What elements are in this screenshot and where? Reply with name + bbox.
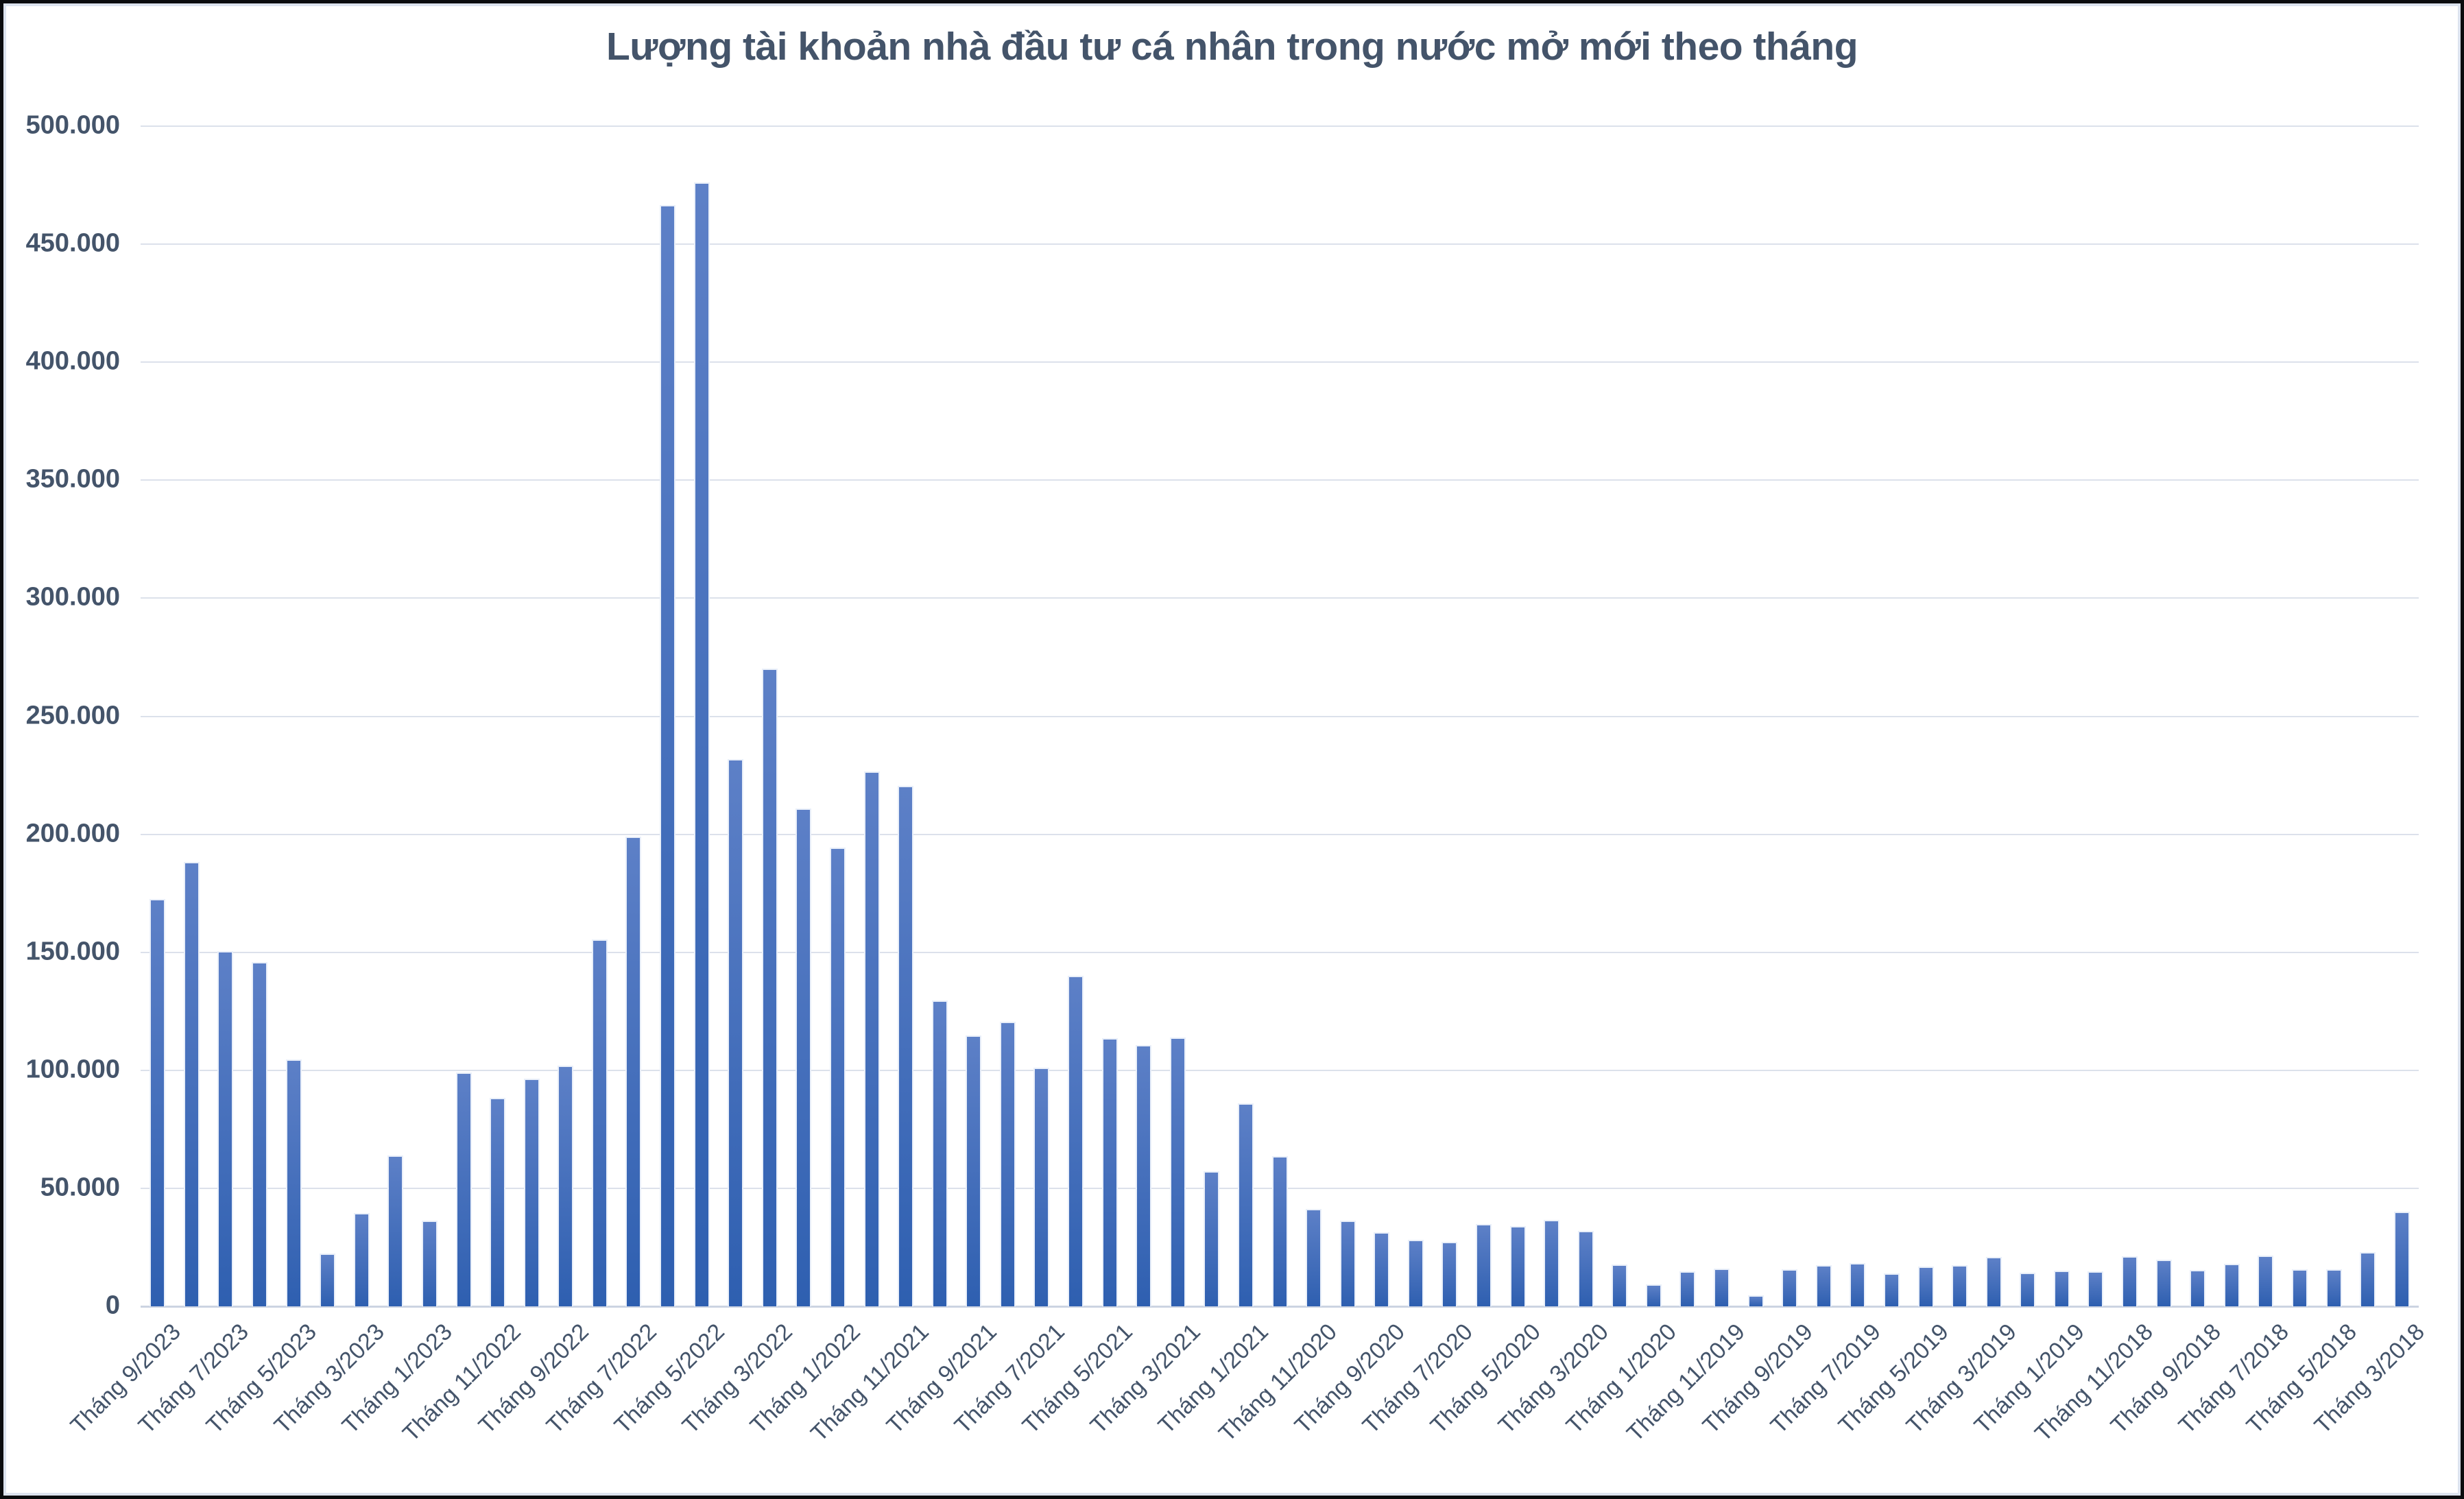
bar bbox=[217, 951, 234, 1306]
y-tick-label: 450.000 bbox=[25, 228, 120, 258]
y-tick-label: 350.000 bbox=[25, 464, 120, 494]
bar bbox=[353, 1213, 370, 1306]
gridline bbox=[141, 833, 2419, 835]
bar bbox=[728, 759, 744, 1306]
bar bbox=[660, 205, 676, 1306]
x-axis: Tháng 9/2023 Tháng 7/2023 Tháng 5/2023 Thán… bbox=[65, 1319, 2430, 1483]
bar bbox=[1136, 1044, 1152, 1306]
bar bbox=[2088, 1271, 2104, 1306]
bar bbox=[1169, 1037, 1186, 1306]
x-tick-label: Tháng 11/2021 bbox=[805, 1319, 934, 1447]
bar bbox=[1101, 1038, 1118, 1306]
y-tick-label: 500.000 bbox=[25, 110, 120, 140]
bar bbox=[2155, 1259, 2172, 1306]
bar bbox=[2360, 1251, 2376, 1306]
bar bbox=[149, 898, 166, 1306]
chart-title: Lượng tài khoản nhà đầu tư cá nhân trong… bbox=[606, 25, 1858, 69]
y-tick-label: 400.000 bbox=[25, 346, 120, 376]
bar bbox=[421, 1220, 438, 1306]
bar bbox=[1577, 1231, 1594, 1306]
bar bbox=[931, 1000, 948, 1306]
bar bbox=[1306, 1209, 1322, 1306]
bar bbox=[1407, 1239, 1424, 1306]
bar bbox=[387, 1155, 404, 1306]
bar bbox=[1985, 1256, 2002, 1306]
bar bbox=[1952, 1265, 1968, 1306]
bar bbox=[1068, 975, 1084, 1306]
x-tick-label: Tháng 11/2019 bbox=[1621, 1319, 1750, 1447]
y-tick-label: 300.000 bbox=[25, 583, 120, 612]
bar bbox=[591, 939, 608, 1306]
bar bbox=[625, 837, 642, 1306]
y-tick-label: 0 bbox=[105, 1291, 120, 1320]
bar bbox=[1442, 1242, 1458, 1306]
gridline bbox=[141, 361, 2419, 363]
x-tick-label: Tháng 11/2018 bbox=[2029, 1319, 2158, 1447]
y-tick-label: 100.000 bbox=[25, 1055, 120, 1084]
bar bbox=[1204, 1171, 1220, 1306]
bar bbox=[1815, 1264, 1832, 1306]
bar bbox=[1645, 1284, 1662, 1306]
bar bbox=[558, 1065, 574, 1306]
bar bbox=[320, 1253, 336, 1306]
bar bbox=[1374, 1232, 1390, 1306]
bar bbox=[1033, 1068, 1050, 1306]
y-tick-label: 250.000 bbox=[25, 701, 120, 730]
gridline bbox=[141, 243, 2419, 245]
bar bbox=[183, 861, 200, 1306]
bar bbox=[1339, 1221, 1356, 1306]
gridline bbox=[141, 951, 2419, 953]
bar bbox=[455, 1072, 472, 1306]
bar bbox=[1237, 1103, 1254, 1306]
bar bbox=[1509, 1225, 1526, 1306]
bar bbox=[523, 1079, 540, 1306]
x-tick-label: Tháng 11/2022 bbox=[397, 1319, 526, 1447]
bar bbox=[2223, 1264, 2240, 1306]
bar bbox=[252, 961, 268, 1306]
bar bbox=[796, 808, 812, 1306]
bar bbox=[761, 668, 778, 1306]
bar bbox=[1747, 1295, 1764, 1306]
gridline bbox=[141, 597, 2419, 599]
bar bbox=[693, 182, 710, 1306]
bar bbox=[490, 1098, 506, 1306]
gridline bbox=[141, 1069, 2419, 1071]
bar bbox=[1714, 1268, 1730, 1306]
bar bbox=[2258, 1256, 2274, 1306]
chart-canvas: Lượng tài khoản nhà đầu tư cá nhân trong… bbox=[3, 3, 2461, 1496]
bar bbox=[2190, 1270, 2206, 1306]
bar bbox=[863, 771, 880, 1306]
bar bbox=[2122, 1256, 2138, 1306]
plot-area bbox=[141, 125, 2419, 1308]
bar bbox=[1271, 1156, 1288, 1306]
bar bbox=[2020, 1273, 2036, 1306]
y-tick-label: 200.000 bbox=[25, 819, 120, 848]
bar bbox=[1883, 1273, 1900, 1306]
bar bbox=[999, 1022, 1016, 1306]
gridline bbox=[141, 479, 2419, 481]
bar bbox=[1544, 1219, 1560, 1306]
bar bbox=[1782, 1269, 1798, 1306]
bar bbox=[1917, 1267, 1934, 1306]
bar bbox=[898, 785, 914, 1306]
y-axis: 500.000 450.000 400.000 350.000 300.000 250.0… bbox=[6, 111, 128, 1320]
bar bbox=[1850, 1263, 1866, 1306]
x-axis-line bbox=[141, 1306, 2419, 1308]
bar bbox=[2325, 1269, 2342, 1306]
y-tick-label: 150.000 bbox=[25, 937, 120, 966]
bar bbox=[966, 1035, 982, 1306]
y-tick-label: 50.000 bbox=[40, 1173, 120, 1202]
bar bbox=[1612, 1264, 1628, 1306]
bar bbox=[285, 1059, 302, 1306]
x-tick-label: Tháng 11/2020 bbox=[1213, 1319, 1342, 1447]
bar bbox=[1475, 1223, 1492, 1306]
bar bbox=[2291, 1269, 2308, 1306]
gridline bbox=[141, 125, 2419, 127]
bar bbox=[1679, 1271, 1696, 1306]
bar bbox=[829, 848, 846, 1306]
gridline bbox=[141, 715, 2419, 717]
bar bbox=[2393, 1211, 2410, 1306]
bar bbox=[2053, 1271, 2070, 1306]
